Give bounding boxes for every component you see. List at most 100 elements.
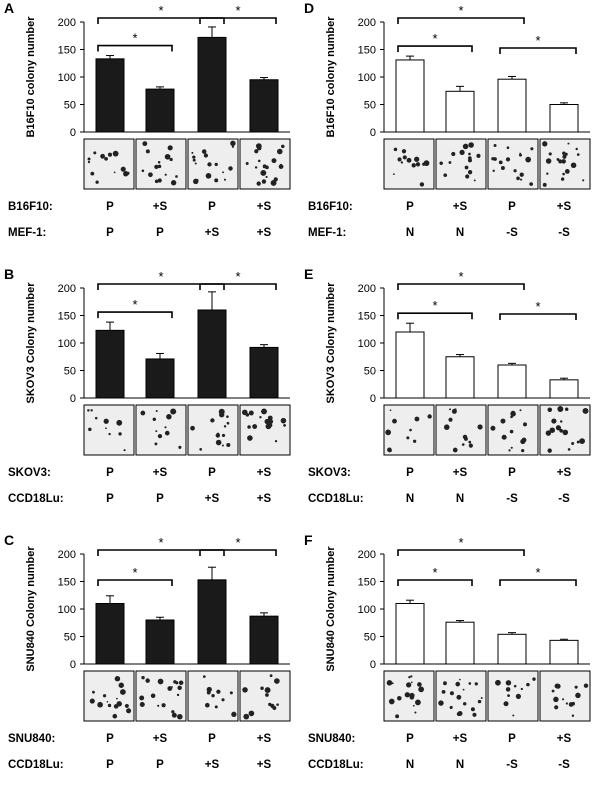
colony-dot xyxy=(192,158,196,162)
colony-dot xyxy=(513,684,517,688)
treatment-cell: -S xyxy=(558,493,570,505)
colony-dot xyxy=(448,417,453,422)
treatment-row: B16F10: P +S P +S xyxy=(308,200,598,214)
treatment-cell: +S xyxy=(256,759,272,771)
colony-dot xyxy=(411,163,416,168)
colony-dot xyxy=(505,680,512,686)
y-tick-label: 50 xyxy=(64,366,76,378)
panel-letter: A xyxy=(4,0,15,16)
colony-dot xyxy=(409,692,415,699)
colony-dot xyxy=(191,151,194,154)
colony-image xyxy=(435,138,487,190)
colony-dot xyxy=(579,438,585,445)
colony-dot xyxy=(415,162,421,167)
colony-dot xyxy=(108,432,111,436)
colony-dot xyxy=(278,164,284,169)
significance-bracket xyxy=(397,283,525,290)
colony-dot xyxy=(571,701,575,706)
significance-star: * xyxy=(458,3,463,18)
colony-dot xyxy=(229,691,233,695)
colony-dot xyxy=(465,174,470,179)
colony-dot xyxy=(490,425,496,431)
colony-dot xyxy=(157,161,161,164)
y-axis-label: SKOV3 Colony number xyxy=(25,282,37,404)
colony-dot xyxy=(493,157,497,161)
colony-dot xyxy=(507,694,510,698)
colony-dot xyxy=(474,682,478,686)
colony-dot xyxy=(157,678,164,685)
colony-dot xyxy=(519,172,524,177)
colony-dot xyxy=(272,706,277,711)
treatment-cell: P xyxy=(106,759,114,771)
colony-dot xyxy=(389,409,392,412)
colony-dot xyxy=(277,148,283,155)
colony-dot xyxy=(547,407,553,413)
colony-dot xyxy=(386,680,393,686)
colony-dot xyxy=(123,449,126,452)
y-tick-label: 0 xyxy=(70,393,76,405)
colony-dot xyxy=(226,415,229,418)
colony-dot xyxy=(468,142,474,148)
y-tick-label: 100 xyxy=(58,338,76,350)
colony-dot xyxy=(505,687,511,692)
colony-dot xyxy=(532,677,536,681)
colony-dot xyxy=(506,146,510,150)
y-tick-label: 100 xyxy=(358,72,376,84)
treatment-cell: P xyxy=(508,467,516,479)
colony-dot xyxy=(553,696,559,703)
colony-dot xyxy=(97,701,103,708)
colony-dot xyxy=(518,153,522,157)
colony-dot xyxy=(546,172,549,175)
colony-dot xyxy=(470,707,475,712)
y-tick-label: 200 xyxy=(358,283,376,295)
colony-dot xyxy=(498,160,503,165)
colony-dot xyxy=(100,153,105,159)
colony-dot xyxy=(503,701,509,707)
colony-dot xyxy=(500,166,505,171)
colony-dot xyxy=(245,413,250,417)
colony-dot xyxy=(90,171,95,176)
colony-dot xyxy=(171,710,175,714)
colony-dot xyxy=(211,693,215,698)
treatment-row-label: MEF-1: xyxy=(8,227,47,239)
treatment-cell: +S xyxy=(256,467,272,479)
significance-bracket xyxy=(499,47,577,54)
colony-dot xyxy=(560,420,563,423)
y-tick-label: 50 xyxy=(64,100,76,112)
colony-image xyxy=(539,138,591,190)
colony-dot xyxy=(226,442,231,448)
bar xyxy=(95,603,125,665)
colony-dot xyxy=(468,440,472,444)
colony-dot xyxy=(265,423,272,430)
colony-dot xyxy=(501,434,507,440)
bar-chart: B16F10 colony number 0 50 100 150 200 * * * xyxy=(325,3,591,190)
colony-dot xyxy=(388,698,395,705)
y-tick-label: 0 xyxy=(370,393,376,405)
y-axis-label: B16F10 colony number xyxy=(25,16,37,138)
colony-dot xyxy=(167,686,173,691)
colony-dot xyxy=(512,714,515,717)
colony-dot xyxy=(87,160,91,164)
colony-dot xyxy=(516,176,520,181)
colony-dot xyxy=(555,425,562,431)
y-axis-label: B16F10 colony number xyxy=(325,16,337,138)
colony-dot xyxy=(161,703,166,708)
colony-image xyxy=(435,404,487,456)
colony-dot xyxy=(193,178,199,185)
colony-dot xyxy=(559,428,564,433)
colony-dot xyxy=(582,407,589,414)
colony-dot xyxy=(116,419,123,426)
colony-dot xyxy=(547,448,552,453)
significance-star: * xyxy=(158,269,163,284)
y-axis-label: SKOV3 Colony number xyxy=(325,282,337,404)
colony-dot xyxy=(280,417,287,424)
y-tick-label: 200 xyxy=(58,17,76,29)
colony-dot xyxy=(265,693,269,697)
colony-dot xyxy=(190,425,195,431)
colony-image xyxy=(487,404,539,456)
colony-dot xyxy=(207,162,212,167)
colony-dot xyxy=(164,173,167,176)
colony-dot xyxy=(413,439,417,443)
significance-star: * xyxy=(132,31,137,46)
bar xyxy=(197,36,227,133)
